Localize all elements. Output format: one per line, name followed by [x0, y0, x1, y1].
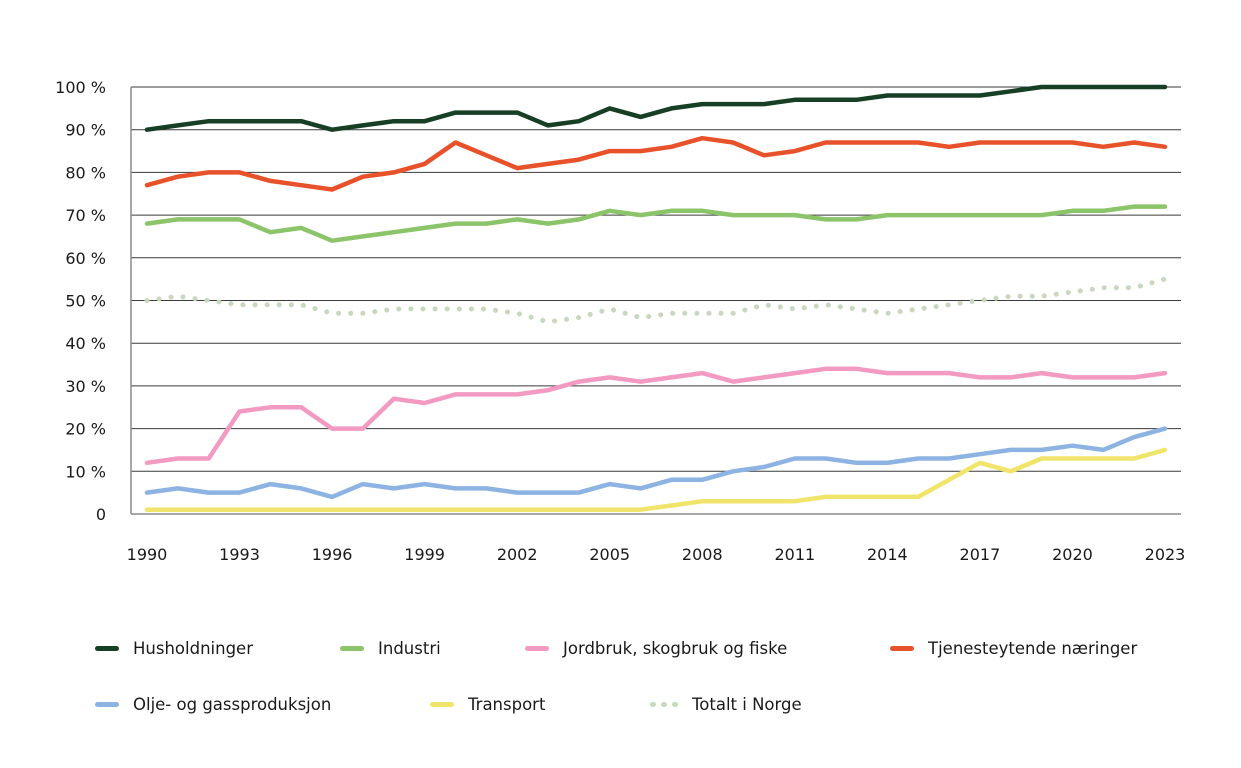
x-tick-label: 2014 [867, 545, 908, 564]
legend-item-husholdninger: Husholdninger [95, 639, 340, 658]
legend-row-2: Olje- og gassproduksjon Transport Totalt… [95, 676, 1215, 732]
legend-label: Totalt i Norge [692, 694, 802, 714]
legend-item-jordbruk: Jordbruk, skogbruk og fiske [525, 639, 890, 658]
y-tick-label: 30 % [65, 377, 106, 396]
x-tick-label: 2023 [1145, 545, 1186, 564]
legend-row-1: Husholdninger Industri Jordbruk, skogbru… [95, 620, 1215, 676]
legend-label: Olje- og gassproduksjon [133, 694, 332, 714]
legend-label: Industri [378, 638, 441, 658]
y-tick-label: 50 % [65, 292, 106, 311]
y-tick-label: 60 % [65, 249, 106, 268]
line-chart: 0 10 % 20 % 30 % 40 % 50 % 60 % 70 % 80 % 90 % 100… [55, 78, 1186, 564]
x-tick-label: 1993 [219, 545, 260, 564]
y-tick-label: 90 % [65, 121, 106, 140]
x-tick-label: 2011 [774, 545, 815, 564]
legend-label: Transport [468, 694, 546, 714]
x-tick-label: 2017 [960, 545, 1001, 564]
series-line-olje-og-gassproduksjon [144, 426, 1168, 500]
legend-item-transport: Transport [430, 695, 650, 714]
x-tick-label: 2005 [589, 545, 630, 564]
series-line-transport [144, 447, 1168, 512]
legend-swatch-totalt [650, 701, 678, 707]
legend-swatch-transport [430, 701, 454, 707]
x-tick-label: 1999 [404, 545, 445, 564]
x-tick-label: 2020 [1052, 545, 1093, 564]
y-tick-label: 100 % [55, 78, 106, 97]
legend-item-industri: Industri [340, 639, 525, 658]
series-line-jordbruk-skogbruk-og-fiske [144, 366, 1168, 466]
legend-label: Jordbruk, skogbruk og fiske [563, 638, 788, 658]
legend-swatch-husholdninger [95, 645, 119, 651]
series-lines [144, 84, 1168, 512]
series-line-tjenesteytende-næringer [144, 135, 1168, 192]
y-axis-tick-labels: 0 10 % 20 % 30 % 40 % 50 % 60 % 70 % 80 % 90 % 100… [55, 78, 106, 524]
legend-swatch-tjenesteytende [890, 645, 914, 651]
y-tick-label: 40 % [65, 334, 106, 353]
legend-swatch-jordbruk [525, 645, 549, 651]
legend-swatch-olje-gass [95, 701, 119, 707]
x-tick-label: 2002 [497, 545, 538, 564]
legend-label: Husholdninger [133, 638, 253, 658]
legend-item-totalt: Totalt i Norge [650, 695, 802, 714]
y-tick-label: 20 % [65, 420, 106, 439]
y-tick-label: 80 % [65, 163, 106, 182]
x-axis-tick-labels: 1990 1993 1996 1999 2002 2005 2008 2011 2014 2017… [127, 545, 1186, 564]
series-line-industri [144, 204, 1168, 243]
y-tick-label: 70 % [65, 206, 106, 225]
legend-swatch-industri [340, 645, 364, 651]
x-tick-label: 2008 [682, 545, 723, 564]
series-line-husholdninger [144, 84, 1168, 132]
x-tick-label: 1996 [312, 545, 353, 564]
legend-label: Tjenesteytende næringer [928, 638, 1138, 658]
legend-item-olje-gass: Olje- og gassproduksjon [95, 695, 430, 714]
gridlines [130, 86, 1181, 515]
legend-item-tjenesteytende: Tjenesteytende næringer [890, 639, 1137, 658]
legend: Husholdninger Industri Jordbruk, skogbru… [95, 620, 1215, 732]
series-line-totalt-i-norge [144, 276, 1168, 325]
y-tick-label: 10 % [65, 462, 106, 481]
x-tick-label: 1990 [127, 545, 168, 564]
y-tick-label: 0 [96, 505, 106, 524]
